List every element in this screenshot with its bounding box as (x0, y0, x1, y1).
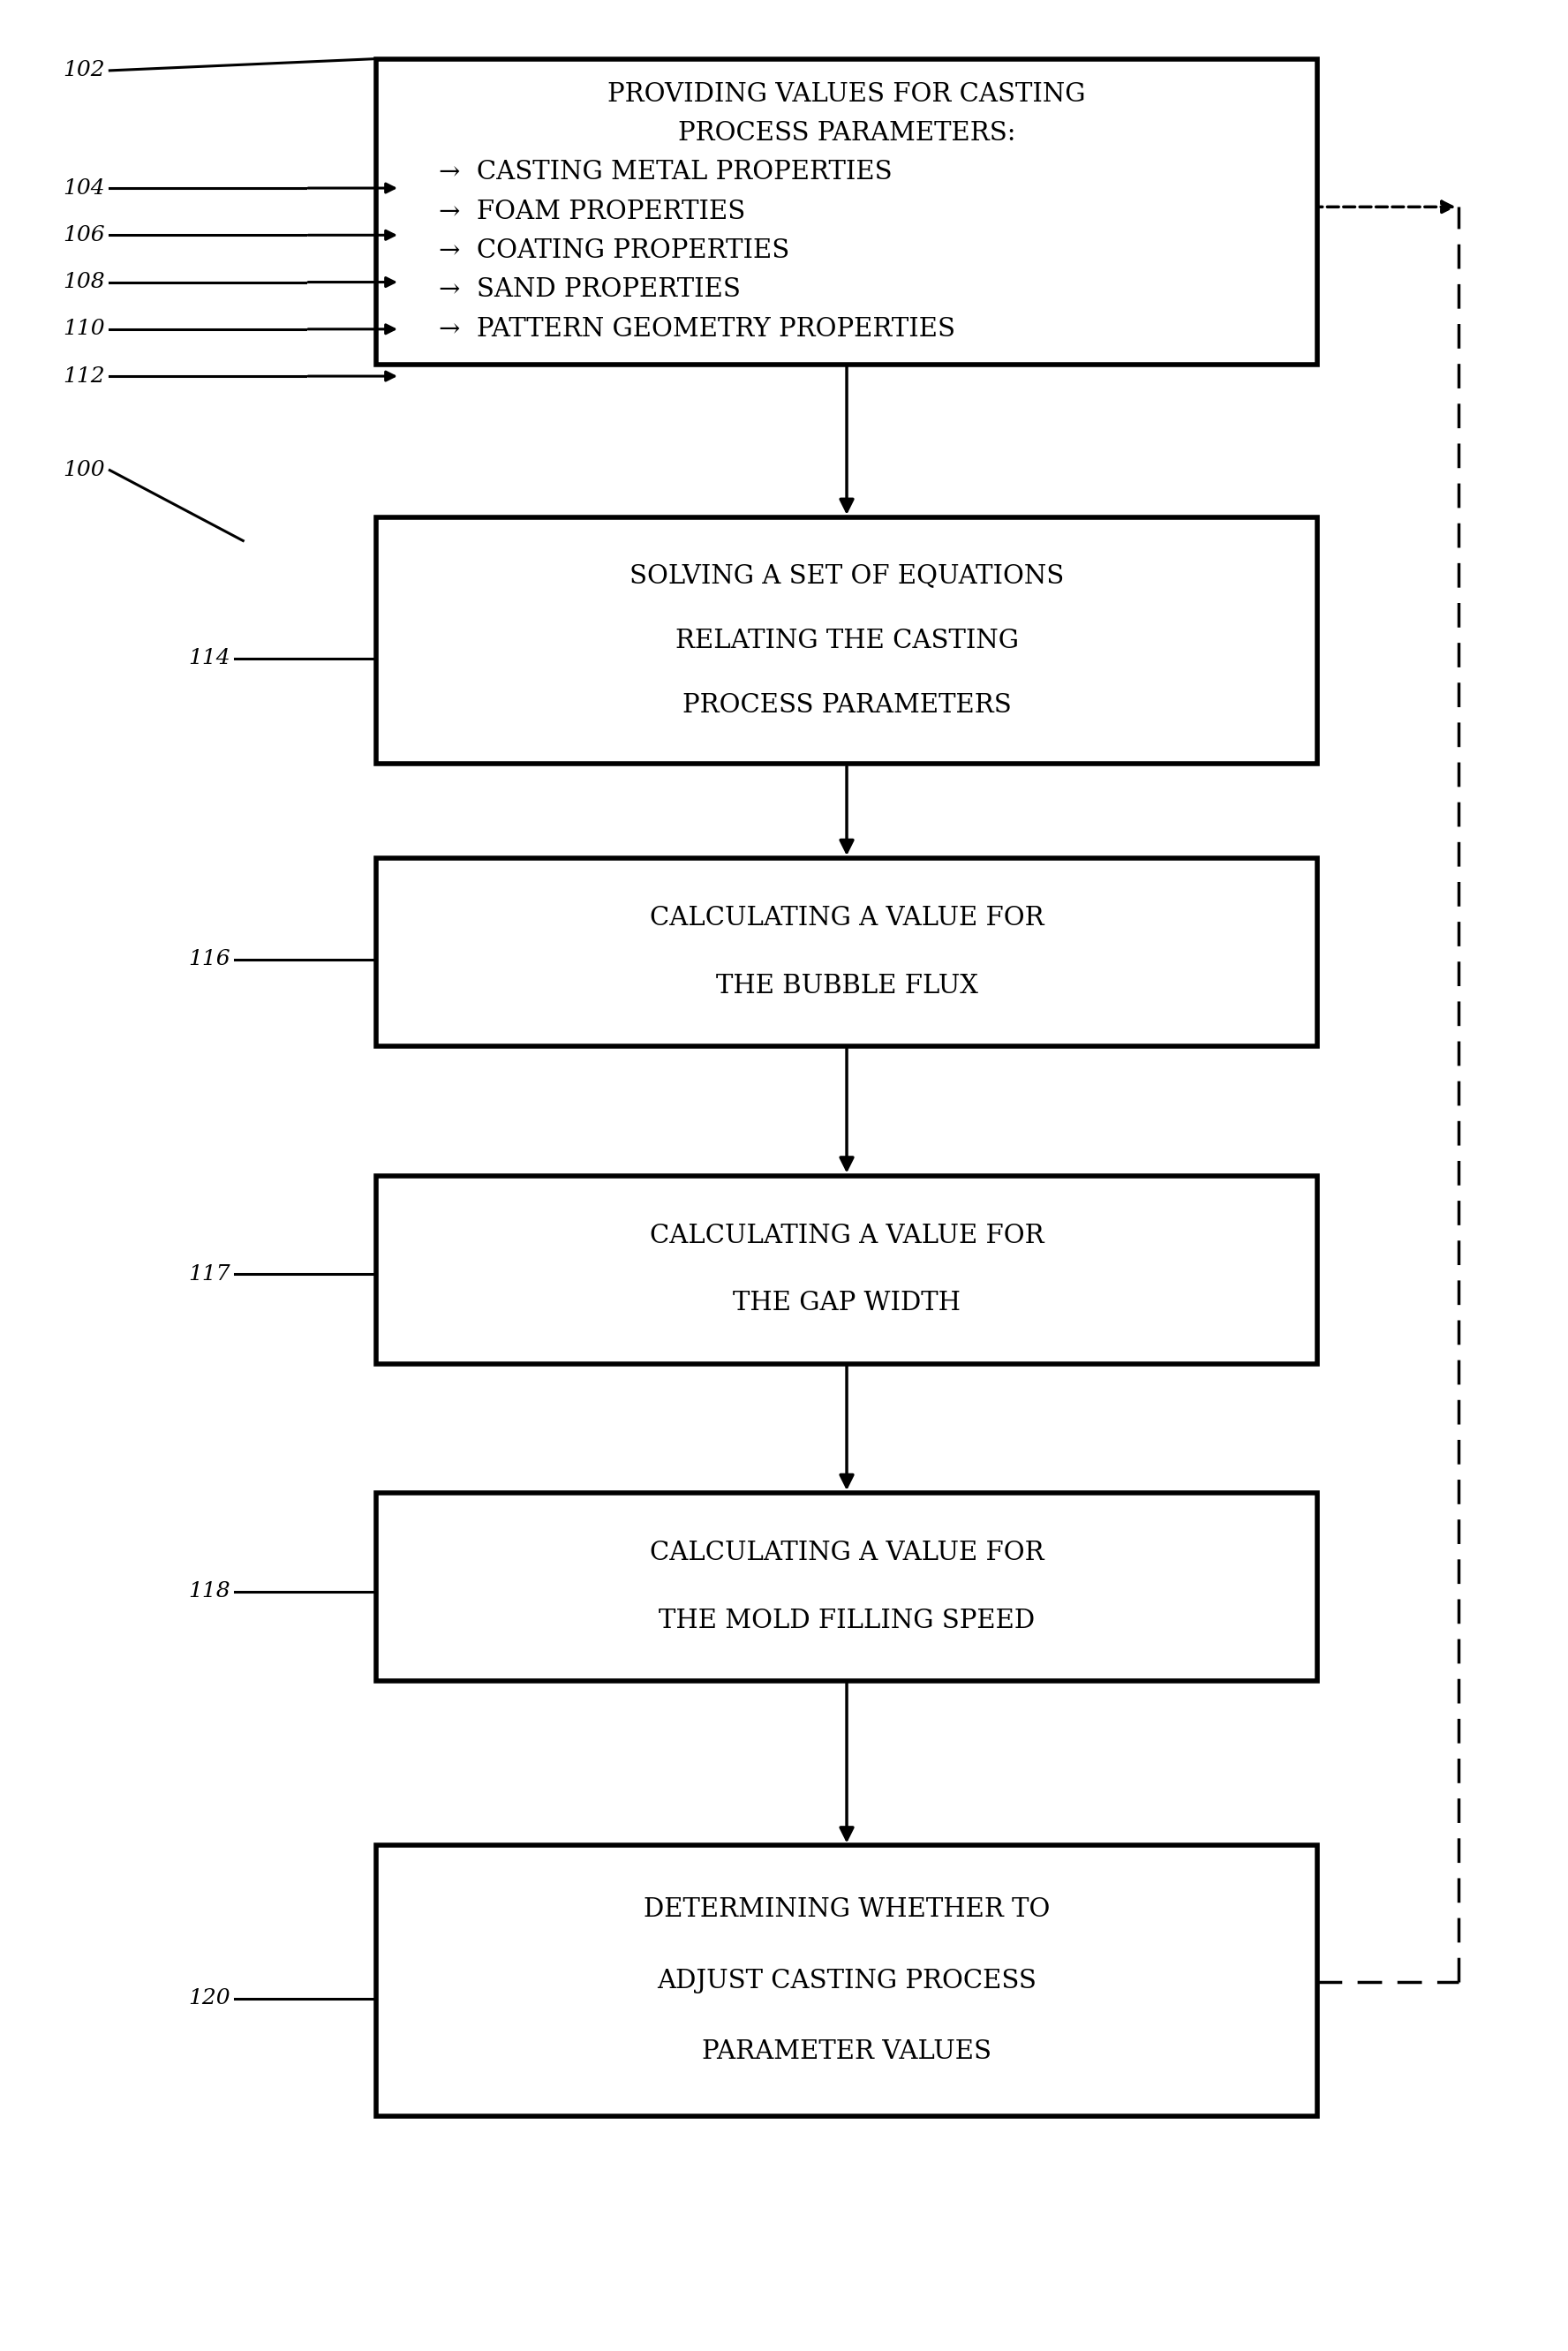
FancyBboxPatch shape (376, 858, 1317, 1046)
Text: THE MOLD FILLING SPEED: THE MOLD FILLING SPEED (659, 1608, 1035, 1634)
Text: 102: 102 (63, 61, 105, 80)
Text: CALCULATING A VALUE FOR: CALCULATING A VALUE FOR (649, 905, 1044, 931)
Text: DETERMINING WHETHER TO: DETERMINING WHETHER TO (643, 1897, 1051, 1921)
Text: 108: 108 (63, 273, 105, 292)
Text: 106: 106 (63, 226, 105, 245)
Text: 104: 104 (63, 179, 105, 197)
Text: THE GAP WIDTH: THE GAP WIDTH (732, 1291, 961, 1317)
FancyBboxPatch shape (376, 1493, 1317, 1681)
Text: →  SAND PROPERTIES: → SAND PROPERTIES (439, 277, 740, 303)
Text: CALCULATING A VALUE FOR: CALCULATING A VALUE FOR (649, 1223, 1044, 1248)
Text: 116: 116 (188, 950, 230, 969)
Text: 114: 114 (188, 649, 230, 668)
Text: 120: 120 (188, 1989, 230, 2008)
FancyBboxPatch shape (376, 517, 1317, 764)
Text: RELATING THE CASTING: RELATING THE CASTING (674, 628, 1019, 654)
Text: PROCESS PARAMETERS:: PROCESS PARAMETERS: (677, 120, 1016, 146)
Text: →  FOAM PROPERTIES: → FOAM PROPERTIES (439, 200, 746, 223)
Text: 110: 110 (63, 320, 105, 339)
Text: 112: 112 (63, 367, 105, 386)
Text: SOLVING A SET OF EQUATIONS: SOLVING A SET OF EQUATIONS (629, 564, 1065, 588)
Text: CALCULATING A VALUE FOR: CALCULATING A VALUE FOR (649, 1540, 1044, 1566)
Text: 118: 118 (188, 1582, 230, 1601)
Text: →  CASTING METAL PROPERTIES: → CASTING METAL PROPERTIES (439, 160, 892, 186)
FancyBboxPatch shape (376, 1846, 1317, 2116)
FancyBboxPatch shape (376, 59, 1317, 364)
Text: THE BUBBLE FLUX: THE BUBBLE FLUX (715, 973, 978, 999)
Text: PROVIDING VALUES FOR CASTING: PROVIDING VALUES FOR CASTING (608, 82, 1085, 106)
Text: →  COATING PROPERTIES: → COATING PROPERTIES (439, 237, 790, 263)
Text: ADJUST CASTING PROCESS: ADJUST CASTING PROCESS (657, 1968, 1036, 1994)
Text: 117: 117 (188, 1265, 230, 1284)
Text: 100: 100 (63, 461, 105, 480)
Text: PROCESS PARAMETERS: PROCESS PARAMETERS (682, 694, 1011, 717)
Text: PARAMETER VALUES: PARAMETER VALUES (702, 2041, 991, 2064)
Text: →  PATTERN GEOMETRY PROPERTIES: → PATTERN GEOMETRY PROPERTIES (439, 317, 955, 341)
FancyBboxPatch shape (376, 1176, 1317, 1364)
